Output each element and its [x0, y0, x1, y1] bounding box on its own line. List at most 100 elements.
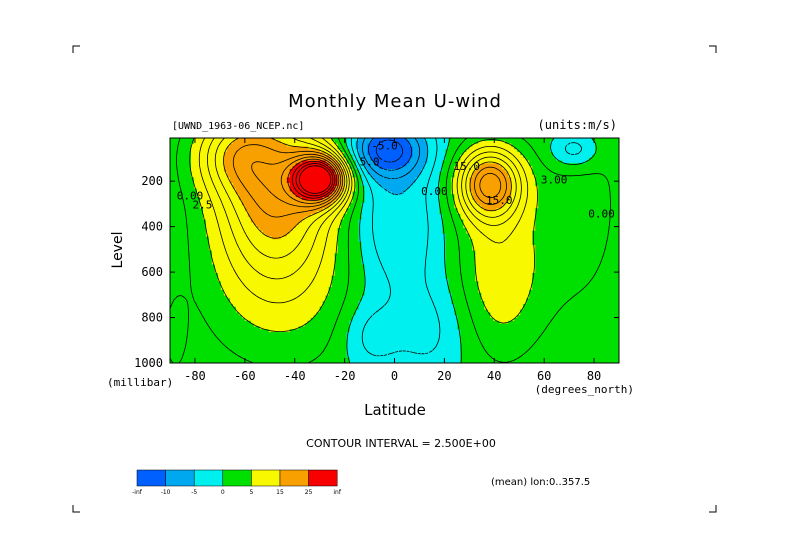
contour-fill-cell [170, 360, 351, 363]
contour-fill-cell [469, 183, 512, 187]
contour-fill-cell [358, 138, 375, 142]
contour-fill-cell [442, 230, 467, 235]
contour-fill-cell [535, 208, 619, 212]
contour-fill-cell [358, 225, 443, 229]
axis-ticks: -80 -60 -40 -20 0 20 40 60 80 200 400 600 800 1000 [134, 138, 619, 383]
contour-fill-cell [170, 287, 222, 291]
contour-fill-cell [170, 157, 192, 162]
contour-fill-cell [170, 208, 204, 212]
contour-fill-cell [280, 140, 336, 145]
contour-fill-cell [403, 191, 440, 195]
contour-fill-cell [289, 185, 336, 190]
contour-fill-cell [226, 146, 309, 150]
contour-fill-cell [460, 337, 619, 342]
contour-fill-cell [250, 320, 309, 325]
contour-fill-cell [334, 168, 345, 173]
contour-fill-cell [343, 188, 357, 193]
contour-fill-cell [355, 143, 369, 148]
contour-fill-cell [170, 281, 222, 285]
contour-fill-cell [217, 273, 336, 277]
contour-fill-cell [319, 149, 342, 153]
contour-fill-cell [170, 177, 195, 181]
contour-fill-cell [232, 183, 291, 187]
contour-fill-cell [205, 228, 261, 232]
contour-fill-cell [361, 298, 452, 302]
contour-fill-cell [352, 168, 360, 173]
contour-fill-cell [427, 146, 449, 150]
contour-fill-cell [355, 188, 366, 193]
contour-fill-cell [475, 273, 533, 277]
contour-line [350, 138, 582, 357]
contour-line [232, 144, 507, 218]
contour-fill-cell [460, 357, 619, 361]
contour-fill-cell [170, 140, 195, 145]
contour-fill-cell [289, 183, 339, 187]
contour-fill-cell [475, 261, 536, 266]
contour-fill-cell [310, 213, 345, 218]
contour-fill-cell [454, 309, 488, 313]
contour-fill-cell [451, 188, 470, 193]
contour-fill-cell [511, 191, 539, 195]
contour-fill-cell [535, 211, 619, 215]
contour-fill-cell [170, 298, 231, 302]
contour-fill-cell [328, 292, 366, 297]
contour-fill-cell [481, 205, 503, 209]
contour-fill-cell [223, 157, 336, 162]
contour-fill-cell [170, 143, 192, 148]
contour-fill-cell [409, 160, 429, 164]
contour-fill-cell [478, 281, 533, 285]
contour-fill-cell [451, 177, 470, 181]
contour-fill-cell [334, 199, 354, 204]
contour-fill-cell [358, 228, 443, 232]
contour-fill-cell [475, 168, 506, 173]
filled-contours [170, 138, 619, 363]
contour-fill-cell [358, 233, 446, 238]
contour-fill-cell [170, 292, 225, 297]
contour-fill-cell [532, 275, 619, 280]
contour-fill-cell [376, 180, 417, 184]
contour-line [207, 138, 522, 280]
contour-fill-cell [235, 309, 321, 313]
contour-fill-cell [170, 247, 210, 252]
colorbar-tick-label: -inf [132, 489, 143, 496]
contour-fill-cell [337, 183, 345, 187]
colorbar-tick-label: 0 [221, 489, 225, 496]
colorbar-swatch [136, 469, 166, 487]
contour-fill-cell [511, 185, 539, 190]
contour-fill-cell [349, 360, 461, 363]
contour-fill-cell [170, 197, 201, 201]
contour-fill-cell [170, 213, 204, 218]
contour-fill-cell [364, 191, 393, 195]
contour-fill-cell [535, 216, 619, 221]
contour-fill-cell [316, 312, 357, 316]
contour-fill-cell [520, 309, 619, 313]
contour-fill-cell [472, 191, 512, 195]
contour-fill-cell [460, 216, 536, 221]
contour-fill-cell [466, 228, 536, 232]
contour-fill-cell [208, 236, 273, 240]
x-tick-label: 20 [437, 369, 451, 383]
contour-fill-cell [190, 168, 225, 173]
contour-fill-cell [337, 143, 348, 148]
contour-fill-cell [310, 318, 354, 322]
contour-line [287, 158, 338, 202]
contour-fill-cell [220, 287, 330, 291]
contour-line [295, 163, 334, 197]
contour-fill-cell [170, 253, 213, 257]
contour-fill-cell [550, 143, 596, 148]
contour-fill-cell [445, 250, 476, 254]
contour-fill-cell [445, 253, 476, 257]
contour-fill-cell [170, 320, 252, 325]
contour-fill-cell [442, 166, 455, 170]
contour-fill-cell [364, 185, 384, 190]
contour-fill-cell [349, 149, 360, 153]
contour-fill-cell [193, 138, 237, 142]
colorbar-tick-label: 15 [276, 489, 284, 496]
contour-fill-cell [361, 253, 446, 257]
contour-fill-cell [439, 205, 455, 209]
contour-fill-cell [364, 284, 449, 288]
contour-fill-cell [304, 323, 351, 328]
contour-fill-cell [241, 202, 333, 207]
contour-fill-cell [232, 185, 291, 190]
contour-fill-cell [412, 183, 440, 187]
